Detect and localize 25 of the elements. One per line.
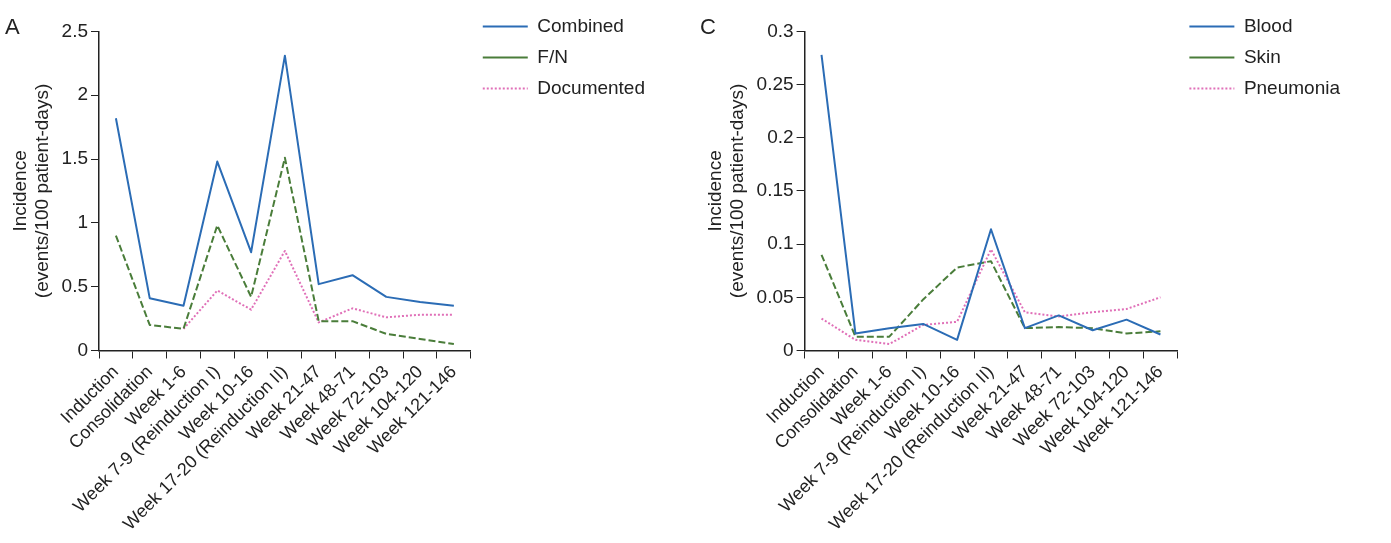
- legend-label: Blood: [1243, 14, 1293, 36]
- y-tick-label: 0: [783, 338, 794, 360]
- y-tick-label: 0.05: [756, 285, 794, 307]
- y-axis-title: Incidence (events/100 patient-days): [8, 83, 53, 299]
- legend-label: Combined: [537, 14, 624, 36]
- y-tick-label: 0.5: [61, 274, 89, 296]
- y-tick-label: 1.5: [61, 147, 89, 169]
- line-series: [182, 249, 455, 330]
- y-tick-label: 0.3: [767, 19, 794, 41]
- y-tick-label: 0: [77, 338, 89, 360]
- chart-title: A: [5, 14, 20, 40]
- y-tick-label: 2: [77, 83, 89, 105]
- line-series: [114, 156, 455, 346]
- legend-label: F/N: [537, 45, 568, 67]
- y-tick-label: 0.1: [767, 232, 794, 254]
- y-tick-label: 2.5: [61, 19, 89, 41]
- y-tick-label: 0.2: [767, 126, 794, 147]
- y-tick-label: 1: [77, 211, 89, 233]
- legend-label: Pneumonia: [1243, 76, 1341, 98]
- legend-label: Documented: [537, 76, 646, 98]
- y-tick-label: 0.25: [756, 72, 794, 94]
- chart-title: C: [700, 14, 716, 40]
- legend-label: Skin: [1243, 45, 1281, 67]
- y-axis-title: Incidence (events/100 patient-days): [703, 83, 748, 299]
- y-tick-label: 0.15: [756, 179, 794, 201]
